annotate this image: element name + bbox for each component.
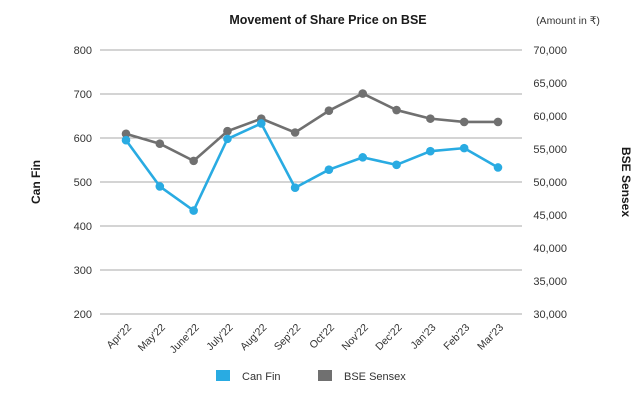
data-point	[155, 182, 165, 191]
data-point	[493, 163, 503, 172]
data-point	[189, 206, 198, 215]
data-point	[121, 135, 131, 145]
series-bse-sensex	[121, 89, 503, 166]
data-point	[256, 119, 266, 128]
left-tick-label: 600	[74, 133, 92, 145]
x-tick-label: Feb'23	[441, 322, 472, 353]
data-point	[358, 153, 368, 162]
right-tick-labels: 30,000 35,000 40,000 45,000 50,000 55,000 60,0…	[533, 45, 567, 321]
data-point	[358, 89, 368, 98]
data-point	[426, 146, 435, 156]
data-point	[392, 105, 401, 115]
legend-label: Can Fin	[242, 371, 281, 383]
right-tick-label: 50,000	[533, 177, 567, 189]
right-tick-label: 45,000	[533, 210, 567, 222]
x-tick-label: Mar'23	[475, 322, 506, 353]
legend: Can Fin BSE Sensex	[216, 370, 406, 383]
right-tick-label: 30,000	[533, 309, 567, 321]
y-axis-label-right: BSE Sensex	[619, 147, 632, 217]
left-tick-label: 700	[74, 89, 92, 101]
data-point	[290, 128, 300, 137]
data-point	[392, 160, 401, 170]
series-line	[124, 122, 499, 212]
x-tick-label: Sep'22	[272, 322, 303, 353]
legend-swatch	[216, 370, 230, 381]
series-layer	[121, 89, 503, 215]
y-axis-label-left: Can Fin	[29, 160, 43, 204]
data-point	[121, 129, 131, 139]
series-line	[125, 92, 498, 163]
data-point	[223, 126, 232, 136]
x-tick-label: Nov'22	[339, 322, 370, 353]
data-point	[459, 143, 469, 153]
left-tick-label: 400	[74, 221, 92, 233]
data-point	[324, 165, 334, 174]
left-tick-label: 800	[74, 45, 92, 57]
units-note: (Amount in ₹)	[536, 15, 600, 27]
gridlines	[100, 49, 522, 315]
data-point	[189, 156, 198, 166]
x-tick-label: May'22	[136, 322, 168, 354]
right-tick-label: 65,000	[533, 78, 567, 90]
left-tick-labels: 200 300 400 500 600 700 800	[74, 45, 92, 321]
data-point	[290, 183, 300, 193]
data-point	[459, 117, 469, 127]
right-tick-label: 55,000	[533, 144, 567, 156]
left-tick-label: 300	[74, 265, 92, 277]
x-tick-label: Oct'22	[307, 322, 337, 352]
series-can-fin	[121, 119, 503, 215]
data-point	[155, 139, 165, 149]
data-point	[493, 117, 503, 127]
data-point	[426, 114, 435, 123]
legend-swatch	[318, 370, 332, 381]
x-tick-label: July'22	[204, 322, 235, 353]
data-point	[324, 106, 334, 116]
left-tick-label: 200	[74, 309, 92, 321]
right-tick-label: 35,000	[533, 276, 567, 288]
left-tick-label: 500	[74, 177, 92, 189]
x-tick-label: Dec'22	[373, 322, 404, 353]
right-tick-label: 70,000	[533, 45, 567, 57]
x-tick-labels: Apr'22 May'22 June'22 July'22 Aug'22 Sep'22 Oc…	[104, 322, 506, 356]
x-tick-label: Apr'22	[104, 322, 134, 352]
x-tick-label: June'22	[167, 322, 201, 356]
data-point	[223, 134, 232, 144]
chart-title: Movement of Share Price on BSE	[229, 13, 426, 27]
x-tick-label: Aug'22	[238, 322, 269, 353]
right-tick-label: 60,000	[533, 111, 567, 123]
right-tick-label: 40,000	[533, 243, 567, 255]
x-tick-label: Jan'23	[408, 322, 438, 352]
legend-label: BSE Sensex	[344, 371, 406, 383]
